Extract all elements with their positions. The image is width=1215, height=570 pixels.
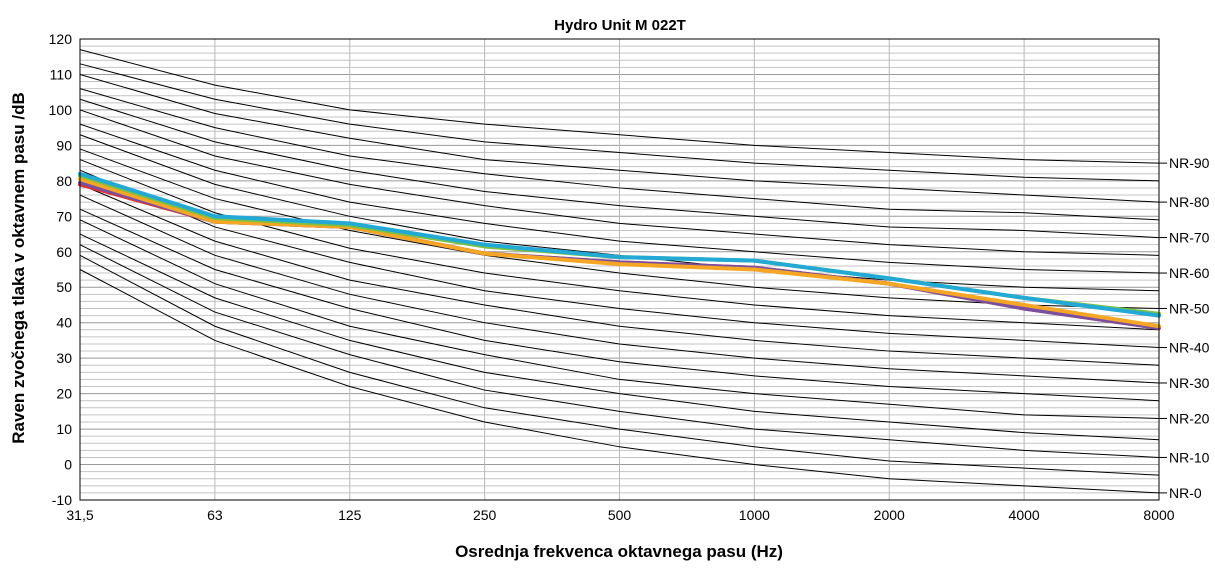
y-tick-label: 110 <box>50 66 73 82</box>
x-tick-label: 4000 <box>1009 507 1040 523</box>
nr-curve <box>79 98 1160 239</box>
nr-curve <box>79 219 1160 419</box>
nr-labels: NR-0 NR-10 NR-20 NR-30 NR-40 NR-50 NR-60 NR-70 N… <box>1159 155 1210 501</box>
y-tick-label: 30 <box>56 350 72 366</box>
data-series <box>78 171 1161 331</box>
nr-curve <box>79 148 1160 310</box>
y-axis-label: Raven zvočnega tlaka v oktavnem pasu /dB <box>9 92 28 443</box>
y-tick-label: 10 <box>56 421 72 437</box>
nr-curves <box>79 49 1160 494</box>
nr-label: NR-20 <box>1169 410 1210 426</box>
nr-curve <box>79 109 1160 256</box>
nr-curve <box>79 194 1160 384</box>
nr-label: NR-30 <box>1169 375 1210 391</box>
x-tick-label: 63 <box>207 507 223 523</box>
nr-curve <box>79 254 1160 476</box>
series-line <box>78 171 1161 318</box>
y-tick-label: 80 <box>56 173 72 189</box>
y-tick-label: -10 <box>52 492 72 508</box>
nr-curve <box>79 169 1160 349</box>
grid <box>80 39 1159 500</box>
y-tick-label: 100 <box>49 102 73 118</box>
x-tick-labels: 31,5 63 125 250 500 1000 2000 4000 8000 <box>66 507 1174 523</box>
x-tick-label: 250 <box>473 507 497 523</box>
nr-curve <box>79 244 1160 458</box>
y-tick-label: 40 <box>56 315 72 331</box>
y-tick-label: 120 <box>49 31 73 47</box>
nr-curve <box>79 123 1160 274</box>
nr-label: NR-40 <box>1169 340 1210 356</box>
x-tick-label: 125 <box>338 507 362 523</box>
nr-label: NR-10 <box>1169 449 1210 465</box>
y-tick-label: 90 <box>56 137 72 153</box>
plot-frame <box>79 38 1160 501</box>
nr-curve <box>79 233 1160 441</box>
nr-curve <box>79 49 1160 164</box>
nr-curve <box>79 269 1160 494</box>
nr-curve <box>79 208 1160 402</box>
x-tick-label: 500 <box>608 507 632 523</box>
y-tick-label: 60 <box>56 244 72 260</box>
nr-curve <box>79 183 1160 366</box>
y-tick-label: 0 <box>64 457 72 473</box>
y-tick-label: 70 <box>56 208 72 224</box>
nr-curve <box>79 88 1160 221</box>
nr-label: NR-50 <box>1169 301 1210 317</box>
y-tick-labels: -10 0 10 20 30 40 50 60 70 80 90 100 110 120 <box>49 31 73 508</box>
x-tick-label: 1000 <box>739 507 770 523</box>
nr-label: NR-60 <box>1169 265 1210 281</box>
nr-curve <box>79 73 1160 203</box>
nr-label: NR-0 <box>1169 485 1202 501</box>
nr-label: NR-80 <box>1169 194 1210 210</box>
chart-title: Hydro Unit M 022T <box>554 17 686 34</box>
x-tick-label: 8000 <box>1143 507 1174 523</box>
nr-label: NR-90 <box>1169 155 1210 171</box>
nr-curve <box>79 63 1160 182</box>
y-tick-label: 50 <box>56 279 72 295</box>
x-tick-label: 2000 <box>874 507 905 523</box>
x-axis-label: Osrednja frekvenca oktavnega pasu (Hz) <box>455 542 783 561</box>
nr-label: NR-70 <box>1169 230 1210 246</box>
x-tick-label: 31,5 <box>66 507 93 523</box>
y-tick-label: 20 <box>56 386 72 402</box>
series-line <box>78 177 1161 329</box>
